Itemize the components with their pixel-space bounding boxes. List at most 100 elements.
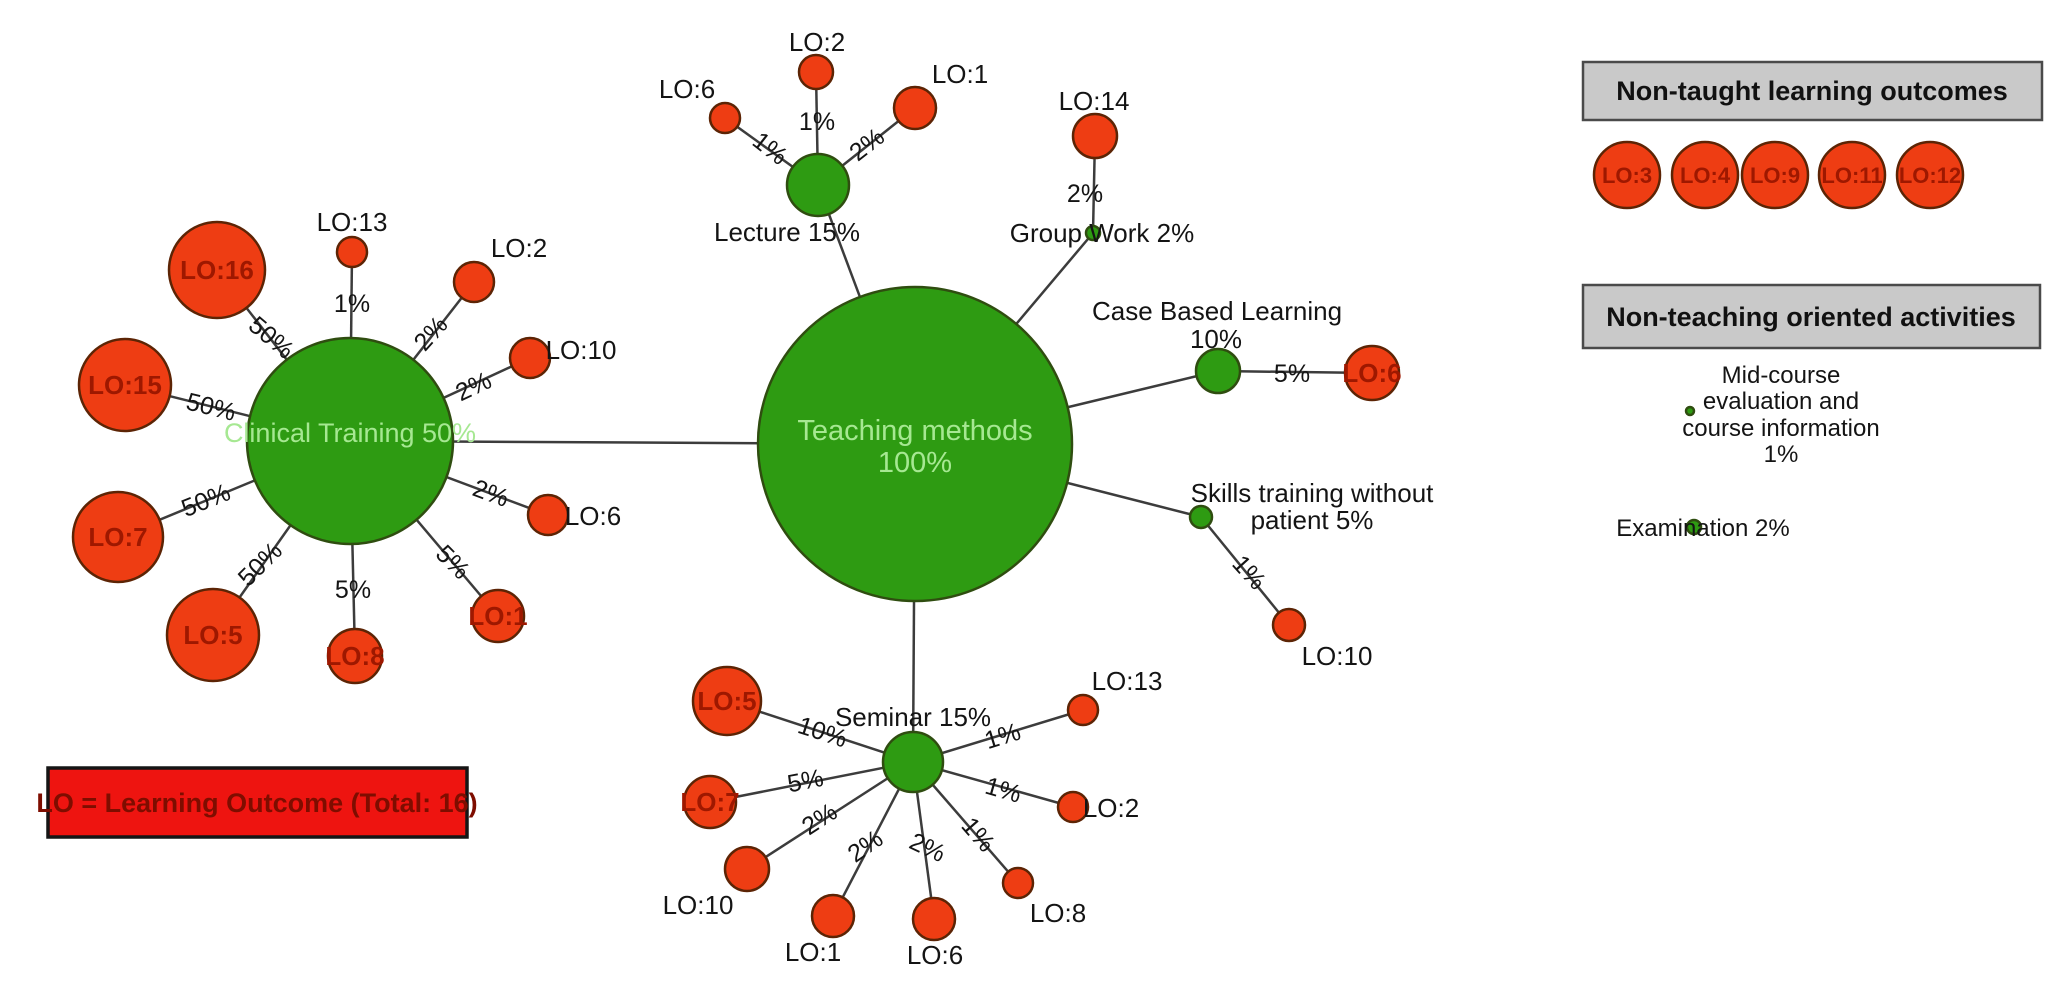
lecture-lo1-label: LO:1: [932, 59, 988, 89]
edge-seminar-lo10: [746, 760, 914, 871]
node-nontaught-lo11: [1817, 140, 1887, 210]
pct-seminar-lo10: 2%: [797, 798, 843, 841]
node-teaching-methods: [756, 285, 1074, 603]
pct-seminar-lo2: 1%: [982, 772, 1024, 809]
clinical-lo10-label: LO:10: [546, 335, 617, 365]
midcourse-line3: course information: [1682, 415, 1879, 442]
node-nontaught-lo4: [1670, 140, 1740, 210]
casebased-label-line2: 10%: [1190, 324, 1242, 354]
midcourse-line2: evaluation and: [1703, 388, 1859, 415]
teaching-label-line2: 100%: [878, 447, 952, 479]
pct-lecture-lo2: 1%: [799, 108, 835, 136]
nontaught-lo3-label: LO:3: [1602, 163, 1652, 188]
pct-seminar-lo7: 5%: [785, 764, 826, 798]
legend: LO = Learning Outcome (Total: 16): [36, 766, 478, 839]
node-clinical-lo6: [526, 493, 570, 537]
skills-lo10-label: LO:10: [1302, 641, 1373, 671]
pct-clinical-lo7: 50%: [178, 478, 235, 523]
node-seminar-lo5: [691, 665, 763, 737]
activities-header-text: Non-teaching oriented activities: [1606, 302, 2016, 332]
node-case-based-learning: [1194, 347, 1242, 395]
node-clinical-lo13: [335, 235, 369, 269]
seminar-label: Seminar 15%: [835, 702, 991, 732]
node-seminar-lo1: [810, 893, 856, 939]
lo-labels-outside: LO:13 LO:2 LO:10 LO:6 LO:6 LO:2 LO:1 LO:…: [317, 27, 1373, 970]
node-seminar-lo6: [911, 896, 957, 942]
pct-clinical-lo1: 5%: [430, 540, 475, 585]
edge-skills-lo10: [1200, 516, 1290, 626]
seminar-lo5-label: LO:5: [697, 686, 756, 716]
right-panel: Non-taught learning outcomes LO:3 LO:4 L…: [1581, 60, 2044, 542]
node-lecture-lo6: [708, 101, 742, 135]
pct-seminar-lo1: 2%: [843, 825, 889, 869]
clinical-label: Clinical Training 50%: [224, 418, 476, 448]
clinical-lo15-label: LO:15: [88, 370, 162, 400]
node-seminar-lo13: [1066, 693, 1100, 727]
node-clinical-lo15: [77, 337, 173, 433]
seminar-lo2-label: LO:2: [1083, 793, 1139, 823]
node-seminar: [881, 730, 945, 794]
pct-clinical-lo15: 50%: [183, 388, 238, 427]
lecture-label: Lecture 15%: [714, 217, 860, 247]
node-nontaught-lo3: [1592, 140, 1662, 210]
legend-text: LO = Learning Outcome (Total: 16): [36, 788, 477, 818]
lecture-lo6-label: LO:6: [659, 74, 715, 104]
node-lecture-lo1: [892, 85, 938, 131]
clinical-lo6-label: LO:6: [565, 501, 621, 531]
lo-labels-inside: LO:16 LO:1 LO:8 LO:5 LO:7 LO:15 LO:6 LO:…: [88, 255, 1401, 817]
node-group-work: [1084, 224, 1102, 242]
pct-clinical-lo5: 50%: [233, 537, 288, 592]
pct-clinical-lo13: 1%: [334, 290, 370, 318]
node-examination-dot: [1685, 518, 1703, 536]
examination-text: Examination 2%: [1616, 515, 1789, 542]
seminar-lo7-label: LO:7: [680, 787, 739, 817]
groupwork-lo14-label: LO:14: [1059, 86, 1130, 116]
node-casebased-lo6: [1343, 344, 1401, 402]
node-lecture: [785, 152, 851, 218]
pct-clinical-lo10: 2%: [451, 366, 496, 407]
node-skills-lo10: [1271, 607, 1307, 643]
pct-lecture-lo6: 1%: [747, 127, 793, 171]
casebased-label-line1: Case Based Learning: [1092, 296, 1342, 326]
nodes: [71, 53, 1401, 942]
node-clinical-training: [245, 336, 455, 546]
node-clinical-lo5: [165, 587, 261, 683]
clinical-lo8-label: LO:8: [325, 641, 384, 671]
legend-box: [46, 766, 469, 839]
node-nontaught-lo12: [1895, 140, 1965, 210]
node-clinical-lo2: [452, 260, 496, 304]
node-seminar-lo7: [682, 774, 738, 830]
nontaught-lo4-label: LO:4: [1680, 163, 1731, 188]
pct-casebased-lo6: 5%: [1274, 360, 1310, 388]
teaching-label-line1: Teaching methods: [797, 415, 1032, 447]
seminar-lo1-label: LO:1: [785, 937, 841, 967]
clinical-lo5-label: LO:5: [183, 620, 242, 650]
node-clinical-lo1: [470, 588, 526, 644]
skills-label-line1: Skills training without: [1191, 478, 1435, 508]
node-skills-training: [1188, 504, 1214, 530]
node-clinical-lo16: [167, 220, 267, 320]
seminar-lo10-label: LO:10: [663, 890, 734, 920]
casebased-lo6-label: LO:6: [1342, 358, 1401, 388]
node-seminar-lo8: [1001, 866, 1035, 900]
midcourse-line1: Mid-course: [1722, 362, 1841, 389]
node-clinical-lo7: [71, 490, 165, 584]
seminar-lo6-label: LO:6: [907, 940, 963, 970]
node-seminar-lo10: [723, 845, 771, 893]
node-midcourse-dot: [1684, 405, 1696, 417]
node-lecture-lo2: [797, 53, 835, 91]
lecture-lo2-label: LO:2: [789, 27, 845, 57]
node-clinical-lo10: [508, 336, 552, 380]
edge-seminar-lo7: [709, 760, 914, 804]
pct-seminar-lo6: 2%: [905, 827, 950, 868]
seminar-lo13-label: LO:13: [1092, 666, 1163, 696]
seminar-lo8-label: LO:8: [1030, 898, 1086, 928]
node-labels: Teaching methods 100% Clinical Training …: [224, 217, 1434, 732]
node-clinical-lo8: [326, 627, 384, 685]
node-nontaught-lo9: [1740, 140, 1810, 210]
clinical-lo2-label: LO:2: [491, 233, 547, 263]
pct-groupwork-lo14: 2%: [1067, 180, 1103, 208]
clinical-lo1-label: LO:1: [468, 601, 527, 631]
pct-clinical-lo8: 5%: [335, 576, 371, 604]
